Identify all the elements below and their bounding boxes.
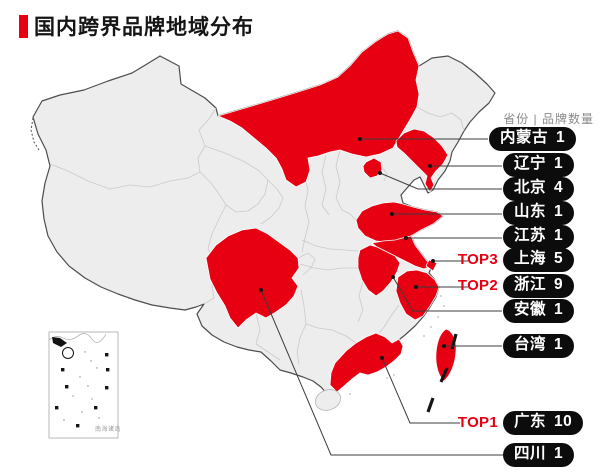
- province-shandong: [355, 201, 444, 243]
- callout-beijing: 北京 4: [503, 177, 575, 201]
- province-pill: 内蒙古 1: [489, 127, 577, 151]
- province-pill: 北京 4: [503, 177, 575, 201]
- callout-guangdong: TOP1 广东 10: [458, 411, 584, 435]
- brand-count: 10: [554, 413, 573, 430]
- province-name: 台湾: [514, 336, 547, 353]
- leader-lines: [260, 138, 505, 456]
- brand-count: 9: [554, 276, 564, 293]
- province-name: 内蒙古: [500, 129, 549, 146]
- province-zhejiang: [395, 269, 440, 321]
- province-pill: 台湾 1: [503, 334, 575, 358]
- callout-anhui: 安徽 1: [503, 299, 575, 323]
- brand-count: 1: [556, 129, 566, 146]
- province-borders: [49, 106, 465, 365]
- callout-sichuan: 四川 1: [503, 443, 575, 467]
- province-pill: 山东 1: [503, 201, 575, 225]
- province-pill: 广东 10: [503, 411, 584, 435]
- callout-shanghai: TOP3 上海 5: [458, 248, 575, 272]
- coastal-island-dots: [349, 295, 445, 395]
- province-name: 安徽: [514, 301, 547, 318]
- province-name: 四川: [514, 445, 547, 462]
- top-rank-label: TOP1: [457, 414, 498, 432]
- inset-caption: 南海诸岛: [95, 427, 122, 433]
- province-guangdong: [329, 332, 404, 393]
- south-china-sea-inset: [48, 331, 119, 439]
- province-name: 江苏: [514, 227, 547, 244]
- province-name: 北京: [514, 179, 547, 196]
- province-sichuan: [205, 227, 300, 329]
- page-title: 国内跨界品牌地域分布: [34, 16, 254, 39]
- leader-anchor-dots: [259, 137, 446, 360]
- province-pill: 四川 1: [503, 443, 575, 467]
- callout-liaoning: 辽宁 1: [503, 153, 575, 177]
- brand-count: 1: [554, 155, 564, 172]
- province-name: 上海: [514, 250, 547, 267]
- title-accent-bar: [19, 14, 28, 38]
- brand-count: 1: [554, 227, 564, 244]
- province-pill: 上海 5: [503, 248, 575, 272]
- top-rank-label: TOP2: [457, 277, 498, 295]
- brand-count: 5: [554, 250, 564, 267]
- legend-label: 省份 | 品牌数量: [503, 112, 594, 126]
- brand-count: 1: [554, 301, 564, 318]
- callout-shandong: 山东 1: [503, 201, 575, 225]
- brand-count: 4: [554, 179, 564, 196]
- province-anhui: [357, 244, 401, 297]
- callout-neimenggu: 内蒙古 1: [489, 127, 577, 151]
- top-rank-label: TOP3: [457, 251, 498, 269]
- province-pill: 江苏 1: [503, 225, 575, 249]
- province-name: 广东: [514, 413, 547, 430]
- province-name: 山东: [514, 203, 547, 220]
- province-liaoning: [395, 128, 449, 193]
- brand-count: 1: [554, 445, 564, 462]
- province-beijing: [362, 157, 383, 179]
- province-name: 辽宁: [514, 155, 547, 172]
- province-pill: 浙江 9: [503, 274, 575, 298]
- province-name: 浙江: [514, 276, 547, 293]
- brand-count: 1: [554, 336, 564, 353]
- province-pill: 辽宁 1: [503, 153, 575, 177]
- callout-taiwan: 台湾 1: [503, 334, 575, 358]
- dashed-border: [30, 117, 40, 151]
- page-title-row: 国内跨界品牌地域分布: [19, 11, 254, 41]
- province-pill: 安徽 1: [503, 299, 575, 323]
- province-hainan-island: [314, 389, 342, 411]
- brand-count: 1: [554, 203, 564, 220]
- callout-jiangsu: 江苏 1: [503, 225, 575, 249]
- callout-zhejiang: TOP2 浙江 9: [458, 274, 575, 298]
- province-taiwan: [435, 328, 457, 382]
